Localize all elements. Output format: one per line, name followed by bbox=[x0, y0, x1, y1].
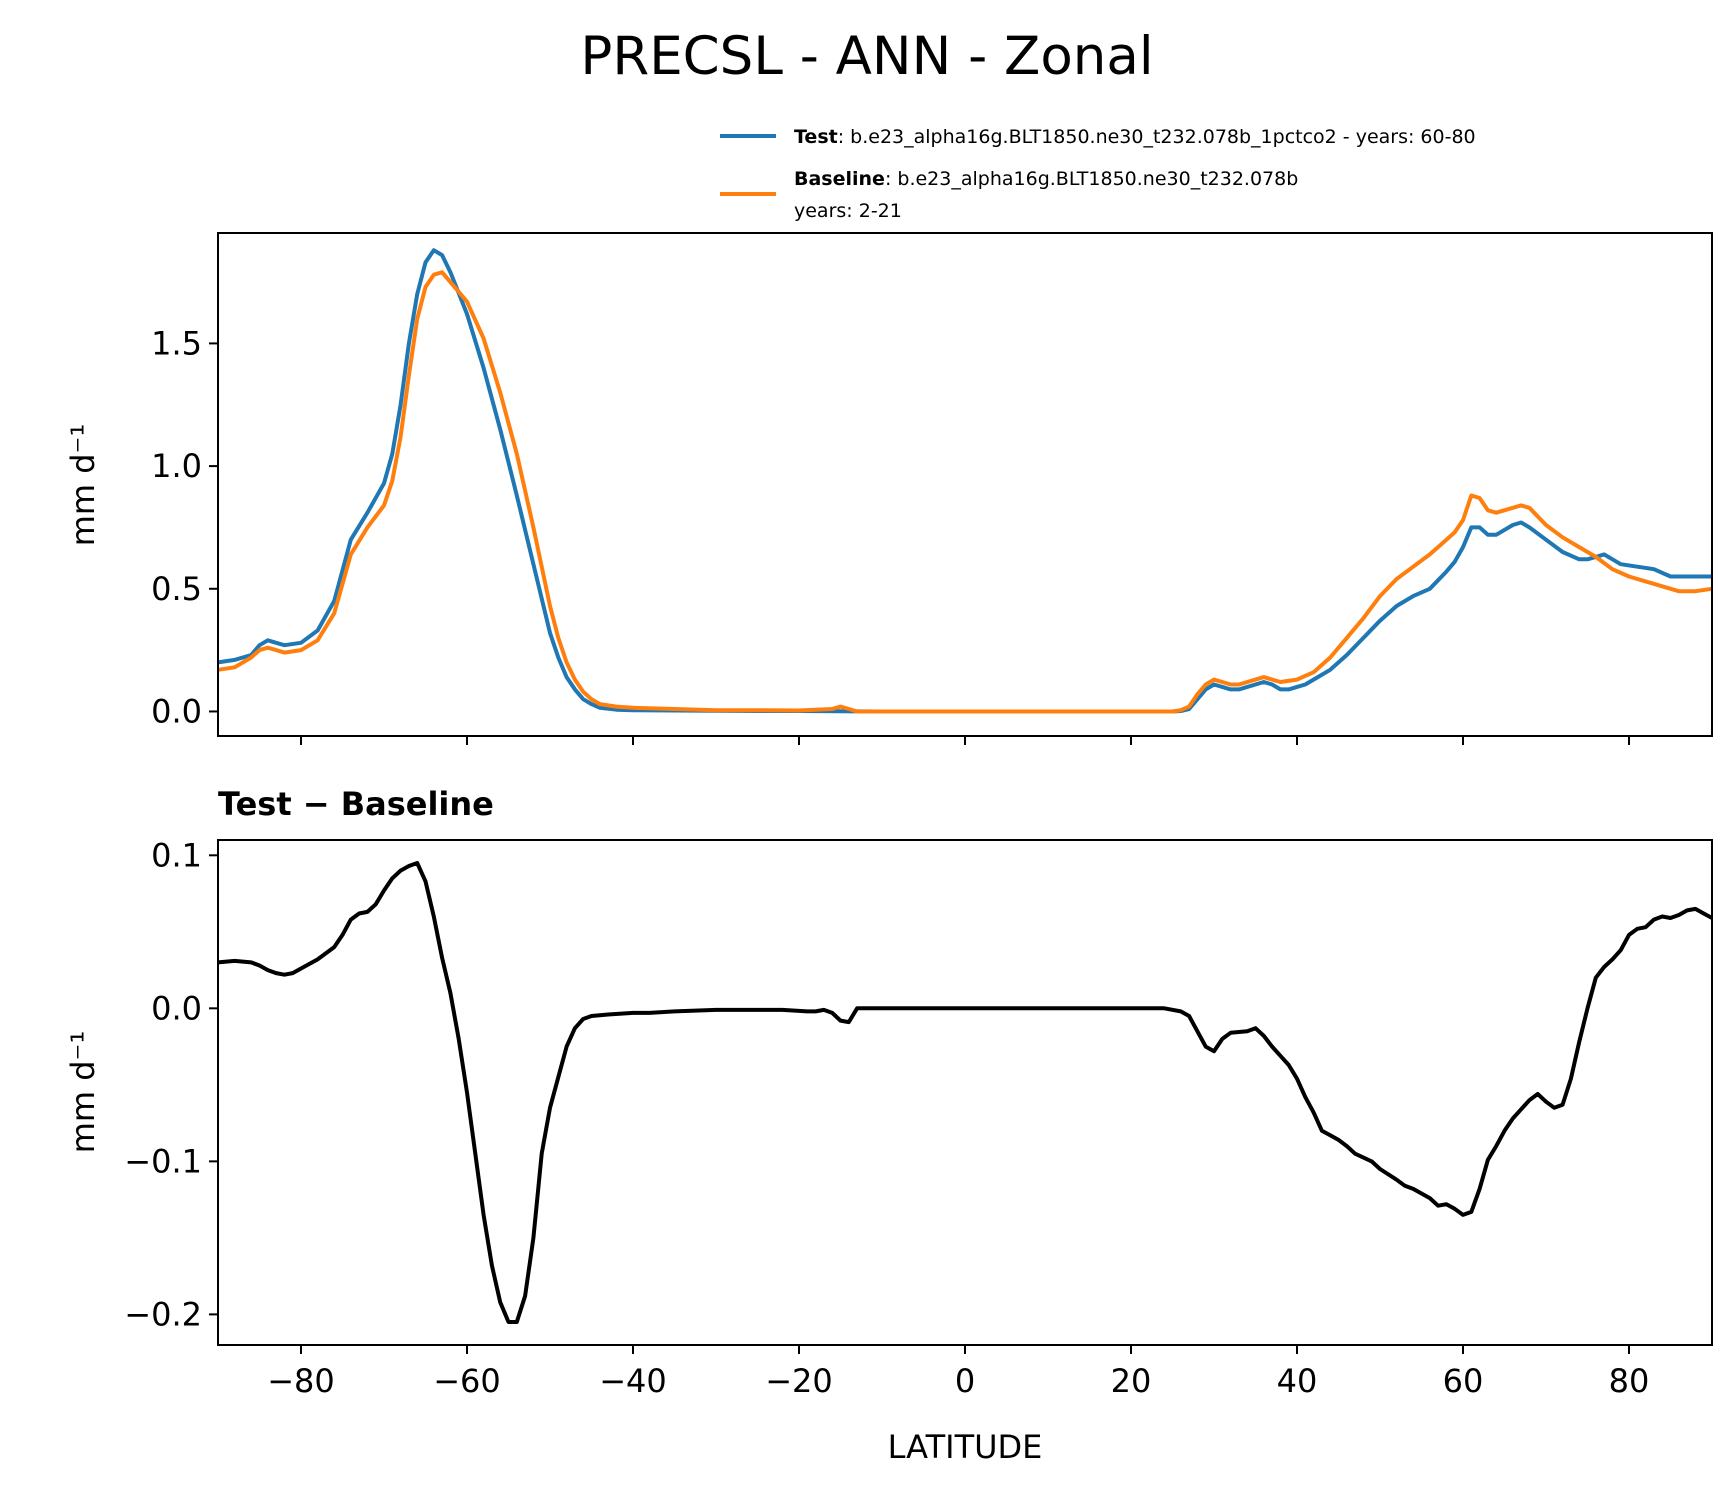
top-ytick-label-0: 0.0 bbox=[151, 692, 202, 730]
x-axis-label: LATITUDE bbox=[888, 1428, 1043, 1466]
top-series-group bbox=[217, 248, 1713, 714]
top-ylabel: mm d⁻¹ bbox=[64, 424, 102, 547]
bottom-series-line-0 bbox=[217, 861, 1713, 1324]
legend-baseline-desc: : b.e23_alpha16g.BLT1850.ne30_t232.078b bbox=[885, 168, 1298, 190]
top-series-line-1 bbox=[217, 270, 1713, 714]
top-ytick-label-2: 1.0 bbox=[151, 447, 202, 485]
bottom-ytick-label-3: 0.1 bbox=[151, 836, 202, 874]
bottom-xtick-label-7: 60 bbox=[1443, 1362, 1484, 1400]
bottom-title: Test − Baseline bbox=[218, 785, 494, 823]
legend: Test: b.e23_alpha16g.BLT1850.ne30_t232.0… bbox=[720, 126, 1476, 222]
bottom-ytick-label-2: 0.0 bbox=[151, 989, 202, 1027]
bottom-axes-frame bbox=[217, 839, 1713, 1346]
top-ytick-label-3: 1.5 bbox=[151, 324, 202, 362]
bottom-xtick-label-8: 80 bbox=[1609, 1362, 1650, 1400]
bottom-series-group bbox=[217, 861, 1713, 1324]
bottom-xticks: −80 −60 −40 −20 0 20 40 60 80 bbox=[267, 1345, 1649, 1400]
bottom-xtick-label-2: −40 bbox=[599, 1362, 667, 1400]
top-panel: 0.0 0.5 1.0 1.5 mm d⁻¹ bbox=[64, 232, 1713, 745]
bottom-yticks: −0.2 −0.1 0.0 0.1 bbox=[124, 836, 218, 1333]
legend-baseline-label: Baseline bbox=[794, 168, 885, 190]
legend-baseline-text: Baseline: b.e23_alpha16g.BLT1850.ne30_t2… bbox=[794, 168, 1298, 190]
bottom-xtick-label-5: 20 bbox=[1111, 1362, 1152, 1400]
legend-test-desc: : b.e23_alpha16g.BLT1850.ne30_t232.078b_… bbox=[838, 126, 1476, 148]
legend-test-label: Test bbox=[794, 126, 838, 148]
top-ytick-label-1: 0.5 bbox=[151, 570, 202, 608]
bottom-xtick-label-6: 40 bbox=[1277, 1362, 1318, 1400]
figure-title: PRECSL - ANN - Zonal bbox=[580, 26, 1153, 87]
bottom-xtick-label-4: 0 bbox=[955, 1362, 975, 1400]
bottom-ytick-label-1: −0.1 bbox=[124, 1142, 202, 1180]
bottom-xtick-label-1: −60 bbox=[433, 1362, 501, 1400]
bottom-panel: Test − Baseline −0.2 −0.1 0.0 0.1 −80 −60 −40… bbox=[64, 785, 1713, 1466]
bottom-ytick-label-0: −0.2 bbox=[124, 1295, 202, 1333]
top-series-line-0 bbox=[217, 248, 1712, 714]
bottom-xtick-label-3: −20 bbox=[765, 1362, 833, 1400]
top-axes-frame bbox=[217, 232, 1713, 737]
legend-baseline-years: years: 2-21 bbox=[794, 200, 902, 222]
legend-test-text: Test: b.e23_alpha16g.BLT1850.ne30_t232.0… bbox=[794, 126, 1476, 148]
top-xticks bbox=[300, 736, 1630, 745]
top-yticks: 0.0 0.5 1.0 1.5 bbox=[151, 324, 218, 730]
bottom-ylabel: mm d⁻¹ bbox=[64, 1031, 102, 1154]
bottom-xtick-label-0: −80 bbox=[267, 1362, 335, 1400]
